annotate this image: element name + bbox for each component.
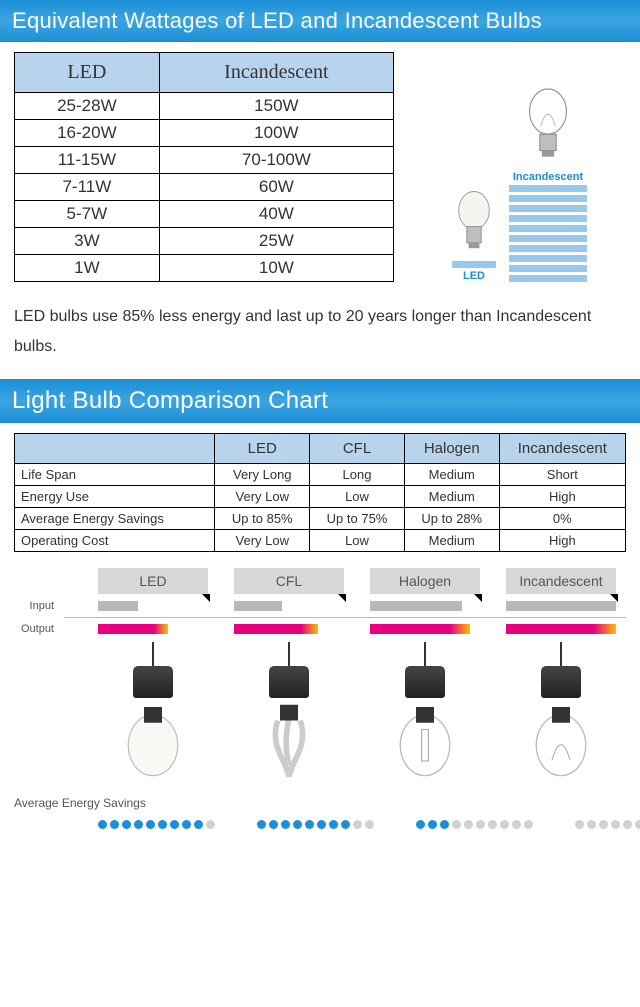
inc-bar-label: Incandescent bbox=[513, 171, 583, 183]
led-bulb-icon bbox=[451, 187, 497, 259]
section-equivalent: LEDIncandescent 25-28W150W16-20W100W11-1… bbox=[0, 42, 640, 292]
led-bulb-icon bbox=[113, 698, 193, 788]
savings-dot-group bbox=[257, 820, 374, 829]
comp-table-cell: Very Long bbox=[215, 463, 310, 485]
comp-table-cell: Average Energy Savings bbox=[15, 507, 215, 529]
bulb-type-tab: CFL bbox=[234, 568, 344, 594]
input-bar bbox=[234, 601, 282, 611]
comp-table-header bbox=[15, 433, 215, 463]
bulb-type-tab: LED bbox=[98, 568, 208, 594]
comp-table-header: LED bbox=[215, 433, 310, 463]
comp-table-cell: 0% bbox=[499, 507, 625, 529]
halogen-bulb-icon bbox=[385, 698, 465, 788]
comp-table-cell: Up to 28% bbox=[404, 507, 499, 529]
eq-table-cell: 60W bbox=[159, 174, 393, 201]
savings-label: Average Energy Savings bbox=[0, 788, 640, 818]
output-bar bbox=[98, 624, 168, 634]
output-bar bbox=[370, 624, 470, 634]
comp-table-cell: Long bbox=[310, 463, 405, 485]
eq-table-cell: 100W bbox=[159, 120, 393, 147]
comp-table-cell: Short bbox=[499, 463, 625, 485]
pendant-cfl bbox=[234, 642, 344, 788]
incandescent-column: Incandescent bbox=[509, 87, 587, 282]
led-bar-label: LED bbox=[463, 270, 485, 282]
incandescent-bulb-icon bbox=[522, 87, 574, 169]
pendant-led bbox=[98, 642, 208, 788]
input-bar bbox=[98, 601, 138, 611]
comp-table-header: Halogen bbox=[404, 433, 499, 463]
comp-table-cell: High bbox=[499, 485, 625, 507]
pendant-incandescent bbox=[506, 642, 616, 788]
comp-table-cell: Up to 85% bbox=[215, 507, 310, 529]
banner-equivalent-wattages: Equivalent Wattages of LED and Incandesc… bbox=[0, 0, 640, 42]
comp-table-cell: Energy Use bbox=[15, 485, 215, 507]
eq-table-header: LED bbox=[15, 53, 160, 93]
eq-table-cell: 1W bbox=[15, 255, 160, 282]
led-column: LED bbox=[451, 187, 497, 282]
input-label: Input bbox=[14, 600, 60, 612]
comp-table-cell: Medium bbox=[404, 529, 499, 551]
comparison-table: LEDCFLHalogenIncandescent Life SpanVery … bbox=[14, 433, 626, 552]
incandescent-bulb-icon bbox=[521, 698, 601, 788]
comp-table-cell: Medium bbox=[404, 485, 499, 507]
eq-table-cell: 16-20W bbox=[15, 120, 160, 147]
bulb-type-tab: Incandescent bbox=[506, 568, 616, 594]
eq-table-cell: 3W bbox=[15, 228, 160, 255]
comp-table-cell: Operating Cost bbox=[15, 529, 215, 551]
comp-table-cell: Very Low bbox=[215, 529, 310, 551]
input-bar bbox=[370, 601, 462, 611]
usage-bar-graphic: LED Incandescent bbox=[412, 52, 626, 282]
savings-dot-group bbox=[98, 820, 215, 829]
pendant-bulbs-row bbox=[84, 642, 640, 788]
pendant-halogen bbox=[370, 642, 480, 788]
savings-dots bbox=[84, 818, 640, 841]
output-bar bbox=[234, 624, 318, 634]
input-bar bbox=[506, 601, 616, 611]
comp-table-header: Incandescent bbox=[499, 433, 625, 463]
input-output-block: LED CFL Halogen Incandescent Input Output bbox=[0, 556, 640, 644]
bulb-type-tab: Halogen bbox=[370, 568, 480, 594]
eq-table-cell: 11-15W bbox=[15, 147, 160, 174]
eq-table-cell: 40W bbox=[159, 201, 393, 228]
eq-table-cell: 25-28W bbox=[15, 93, 160, 120]
eq-table-cell: 70-100W bbox=[159, 147, 393, 174]
comp-table-header: CFL bbox=[310, 433, 405, 463]
eq-table-cell: 5-7W bbox=[15, 201, 160, 228]
comp-table-cell: Up to 75% bbox=[310, 507, 405, 529]
eq-table-cell: 150W bbox=[159, 93, 393, 120]
energy-note: LED bulbs use 85% less energy and last u… bbox=[0, 292, 640, 379]
comp-table-cell: Low bbox=[310, 485, 405, 507]
banner-comparison-chart: Light Bulb Comparison Chart bbox=[0, 379, 640, 423]
eq-table-cell: 25W bbox=[159, 228, 393, 255]
comp-table-cell: High bbox=[499, 529, 625, 551]
cfl-bulb-icon bbox=[249, 698, 329, 788]
savings-dot-group bbox=[416, 820, 533, 829]
output-bar bbox=[506, 624, 616, 634]
comp-table-cell: Medium bbox=[404, 463, 499, 485]
eq-table-cell: 10W bbox=[159, 255, 393, 282]
eq-table-cell: 7-11W bbox=[15, 174, 160, 201]
comp-table-cell: Life Span bbox=[15, 463, 215, 485]
eq-table-header: Incandescent bbox=[159, 53, 393, 93]
output-label: Output bbox=[14, 623, 60, 635]
equivalent-wattage-table: LEDIncandescent 25-28W150W16-20W100W11-1… bbox=[14, 52, 394, 282]
savings-dot-group bbox=[575, 820, 640, 829]
comp-table-cell: Low bbox=[310, 529, 405, 551]
comp-table-cell: Very Low bbox=[215, 485, 310, 507]
